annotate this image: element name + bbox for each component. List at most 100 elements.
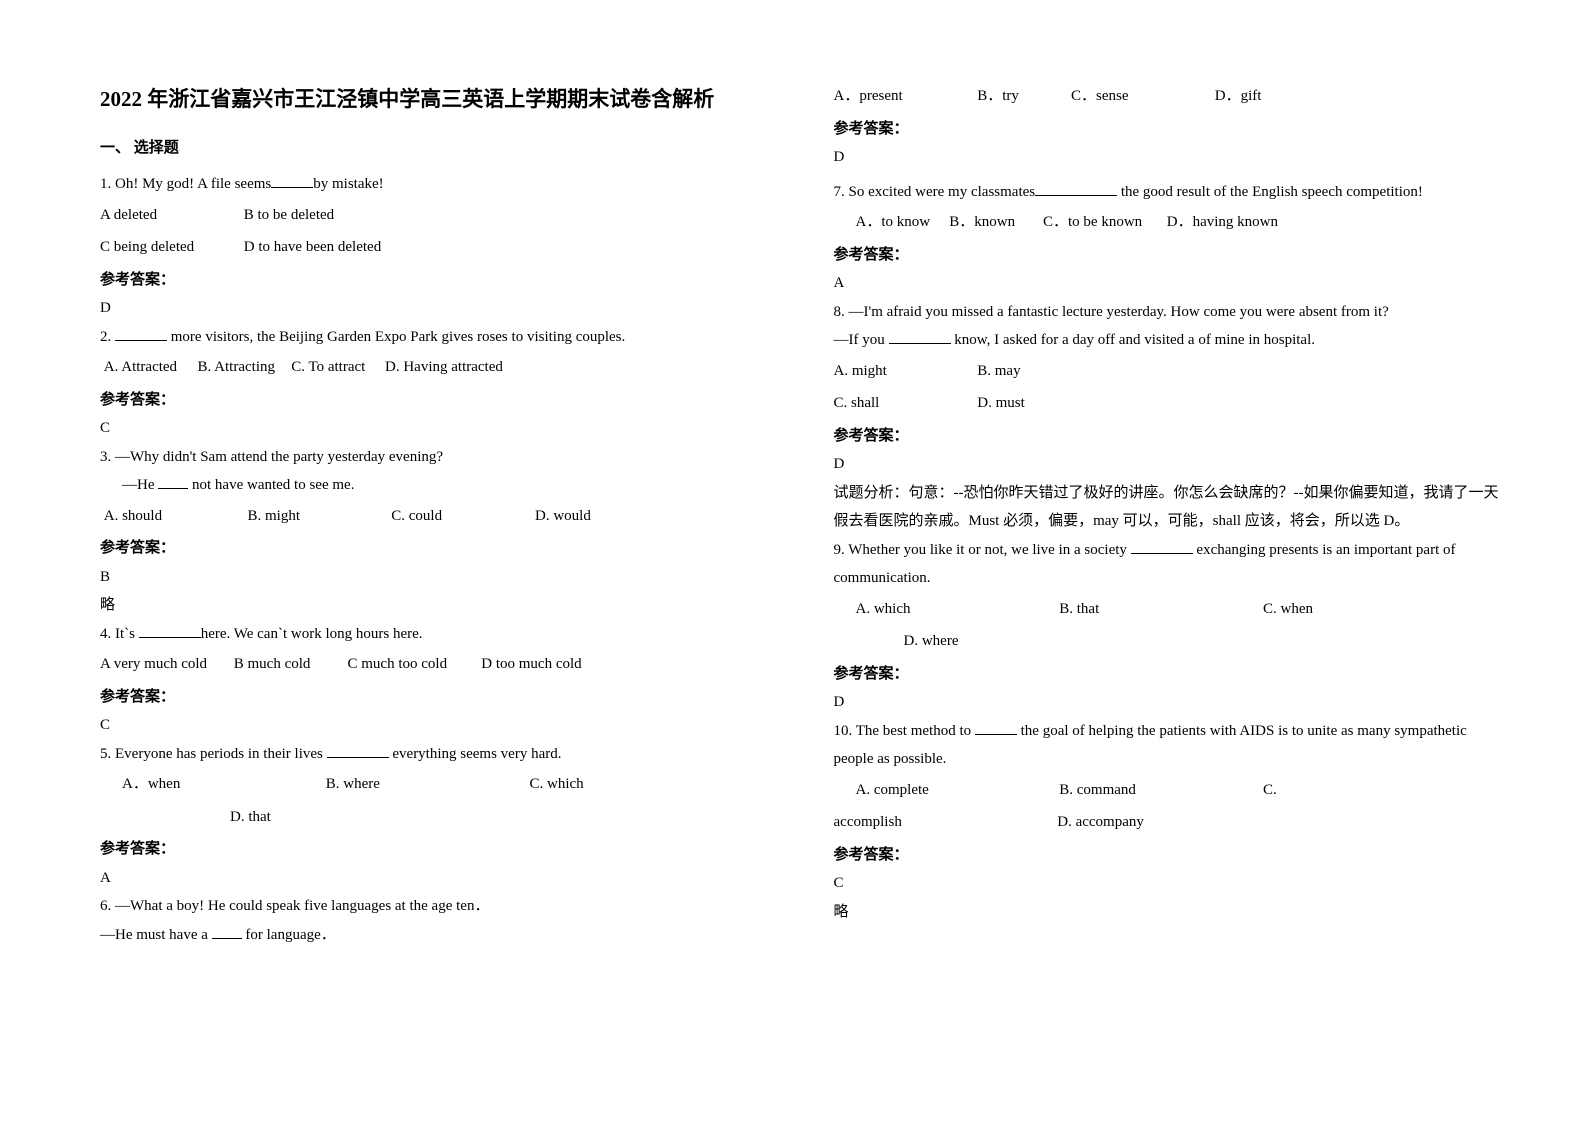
q9-options-row2: D. where xyxy=(834,627,1508,656)
question-8-line1: 8. —I'm afraid you missed a fantastic le… xyxy=(834,298,1508,327)
q1-stem-b: by mistake! xyxy=(313,176,383,192)
q9-options-row1: A. which B. that C. when xyxy=(834,595,1508,624)
q4-stem-b: here. We can`t work long hours here. xyxy=(201,626,423,642)
question-7: 7. So excited were my classmates the goo… xyxy=(834,178,1508,207)
blank xyxy=(271,174,313,189)
q6-opt-c: C．sense xyxy=(1071,82,1211,111)
answer-label: 参考答案： xyxy=(100,386,774,415)
q7-opt-d: D．having known xyxy=(1167,208,1278,237)
blank xyxy=(1131,539,1193,554)
q10-opt-d: D. accompany xyxy=(1057,808,1144,837)
q5-stem-a: 5. Everyone has periods in their lives xyxy=(100,746,327,762)
q1-options-row2: C being deleted D to have been deleted xyxy=(100,233,774,262)
q6-stem2b: for language． xyxy=(242,927,336,943)
q8-stem2b: know, I asked for a day off and visited … xyxy=(951,332,1316,348)
q6-stem2a: —He must have a xyxy=(100,927,212,943)
q6-opt-b: B．try xyxy=(977,82,1067,111)
q4-opt-c: C much too cold xyxy=(348,650,478,679)
blank xyxy=(212,924,242,939)
answer-label: 参考答案： xyxy=(834,241,1508,270)
q7-stem-b: the good result of the English speech co… xyxy=(1117,184,1423,200)
q9-opt-a: A. which xyxy=(856,595,1056,624)
q9-opt-b: B. that xyxy=(1059,595,1259,624)
blank xyxy=(327,743,389,758)
q6-opt-a: A．present xyxy=(834,82,974,111)
q6-opt-d: D．gift xyxy=(1215,82,1262,111)
q10-brief: 略 xyxy=(834,898,1508,927)
q3-stem2a: —He xyxy=(122,477,158,493)
answer-label: 参考答案： xyxy=(100,683,774,712)
q3-options: A. should B. might C. could D. would xyxy=(100,502,774,531)
q8-options-row1: A. might B. may xyxy=(834,357,1508,386)
answer-label: 参考答案： xyxy=(100,534,774,563)
answer-label: 参考答案： xyxy=(100,266,774,295)
left-column: 2022 年浙江省嘉兴市王江泾镇中学高三英语上学期期末试卷含解析 一、 选择题 … xyxy=(100,80,774,949)
q10-answer: C xyxy=(834,869,1508,898)
q9-stem-a: 9. Whether you like it or not, we live i… xyxy=(834,542,1131,558)
q3-opt-c: C. could xyxy=(391,502,531,531)
answer-label: 参考答案： xyxy=(834,422,1508,451)
q1-opt-a: A deleted xyxy=(100,201,240,230)
q3-opt-b: B. might xyxy=(248,502,388,531)
question-3-line2: —He not have wanted to see me. xyxy=(100,471,774,500)
q8-opt-a: A. might xyxy=(834,357,974,386)
q2-options: A. Attracted B. Attracting C. To attract… xyxy=(100,353,774,382)
blank xyxy=(1035,181,1117,196)
q9-answer: D xyxy=(834,688,1508,717)
question-5: 5. Everyone has periods in their lives e… xyxy=(100,740,774,769)
q9-opt-c: C. when xyxy=(1263,595,1313,624)
q8-options-row2: C. shall D. must xyxy=(834,389,1508,418)
question-6-line1: 6. —What a boy! He could speak five lang… xyxy=(100,892,774,921)
q2-opt-b: B. Attracting xyxy=(198,353,288,382)
q5-options-row1: A．when B. where C. which xyxy=(100,770,774,799)
question-6-line2: —He must have a for language． xyxy=(100,921,774,950)
q3-opt-a: A. should xyxy=(104,502,244,531)
question-1: 1. Oh! My god! A file seemsby mistake! xyxy=(100,170,774,199)
q7-stem-a: 7. So excited were my classmates xyxy=(834,184,1036,200)
q10-opt-b: B. command xyxy=(1059,776,1259,805)
document-title: 2022 年浙江省嘉兴市王江泾镇中学高三英语上学期期末试卷含解析 xyxy=(100,80,774,120)
q2-opt-a: A. Attracted xyxy=(104,353,194,382)
q2-stem-b: more visitors, the Beijing Garden Expo P… xyxy=(167,329,625,345)
q3-answer: B xyxy=(100,563,774,592)
q4-answer: C xyxy=(100,711,774,740)
q1-options-row1: A deleted B to be deleted xyxy=(100,201,774,230)
question-9: 9. Whether you like it or not, we live i… xyxy=(834,536,1508,593)
question-4: 4. It`s here. We can`t work long hours h… xyxy=(100,620,774,649)
q3-opt-d: D. would xyxy=(535,502,591,531)
q7-options: A．to know B．known C．to be known D．having… xyxy=(834,208,1508,237)
q10-opt-c: accomplish xyxy=(834,808,1054,837)
question-8-line2: —If you know, I asked for a day off and … xyxy=(834,326,1508,355)
blank xyxy=(139,623,201,638)
q1-opt-c: C being deleted xyxy=(100,233,240,262)
right-column: A．present B．try C．sense D．gift 参考答案： D 7… xyxy=(834,80,1508,949)
q10-options-row2: accomplish D. accompany xyxy=(834,808,1508,837)
q8-opt-b: B. may xyxy=(977,357,1020,386)
q10-options-row1: A. complete B. command C. xyxy=(834,776,1508,805)
q2-answer: C xyxy=(100,414,774,443)
q1-opt-d: D to have been deleted xyxy=(244,233,381,262)
q8-opt-c: C. shall xyxy=(834,389,974,418)
question-2: 2. more visitors, the Beijing Garden Exp… xyxy=(100,323,774,352)
q1-opt-b: B to be deleted xyxy=(244,201,334,230)
q5-options-row2: D. that xyxy=(100,803,774,832)
q8-analysis: 试题分析：句意：--恐怕你昨天错过了极好的讲座。你怎么会缺席的？--如果你偏要知… xyxy=(834,479,1508,536)
q10-opt-a: A. complete xyxy=(856,776,1056,805)
q5-opt-c: C. which xyxy=(530,770,584,799)
q5-opt-d: D. that xyxy=(230,803,271,832)
q5-stem-b: everything seems very hard. xyxy=(389,746,562,762)
q2-stem-a: 2. xyxy=(100,329,115,345)
q4-opt-b: B much cold xyxy=(234,650,344,679)
q4-opt-a: A very much cold xyxy=(100,650,230,679)
q1-answer: D xyxy=(100,294,774,323)
q5-opt-a: A．when xyxy=(122,770,322,799)
section-1-heading: 一、 选择题 xyxy=(100,134,774,163)
answer-label: 参考答案： xyxy=(100,835,774,864)
blank xyxy=(158,475,188,490)
blank xyxy=(975,720,1017,735)
q4-stem-a: 4. It`s xyxy=(100,626,139,642)
q8-opt-d: D. must xyxy=(977,389,1025,418)
q4-opt-d: D too much cold xyxy=(481,650,581,679)
q3-brief: 略 xyxy=(100,591,774,620)
question-10: 10. The best method to the goal of helpi… xyxy=(834,717,1508,774)
